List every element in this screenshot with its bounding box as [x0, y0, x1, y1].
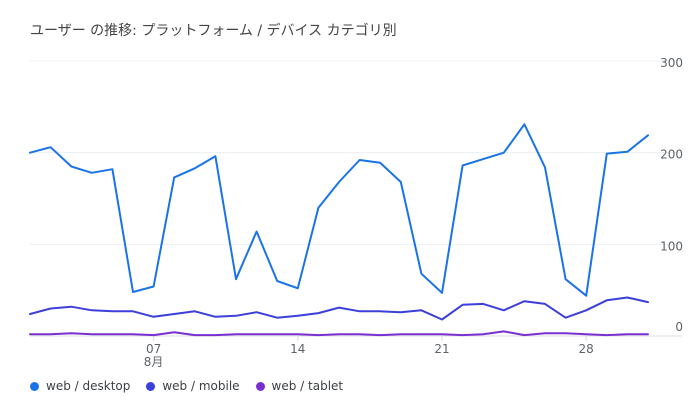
x-tick-label: 14: [290, 342, 305, 356]
gridlines: [30, 60, 682, 337]
series-line-web-mobile[interactable]: [29, 296, 649, 321]
legend-item-desktop[interactable]: web / desktop: [30, 379, 130, 393]
legend-item-mobile[interactable]: web / mobile: [146, 379, 240, 393]
y-tick-label: 200: [660, 148, 683, 162]
y-tick-label: 0: [675, 320, 683, 334]
legend-dot-tablet: [255, 381, 265, 391]
legend-label-tablet: web / tablet: [271, 379, 344, 393]
series-line-web-desktop[interactable]: [29, 123, 649, 297]
y-axis-labels: 0 100 200 300: [660, 56, 683, 334]
x-tick-label: 07: [146, 342, 161, 356]
legend-dot-mobile: [146, 381, 156, 391]
series-line-web-tablet[interactable]: [29, 330, 649, 337]
y-tick-label: 100: [660, 239, 683, 253]
x-tick-label: 28: [579, 342, 594, 356]
x-tick-label: 21: [434, 342, 449, 356]
legend-label-mobile: web / mobile: [162, 379, 240, 393]
chart-title: ユーザー の推移: プラットフォーム / デバイス カテゴリ別: [30, 23, 397, 39]
legend-item-tablet[interactable]: web / tablet: [255, 379, 344, 393]
series-lines: [29, 123, 649, 337]
y-tick-label: 300: [660, 56, 683, 70]
legend-dot-desktop: [30, 381, 39, 391]
x-tick-sublabel: 8月: [144, 355, 164, 369]
legend: web / desktop web / mobile web / tablet: [30, 379, 343, 393]
legend-label-desktop: web / desktop: [46, 379, 131, 393]
